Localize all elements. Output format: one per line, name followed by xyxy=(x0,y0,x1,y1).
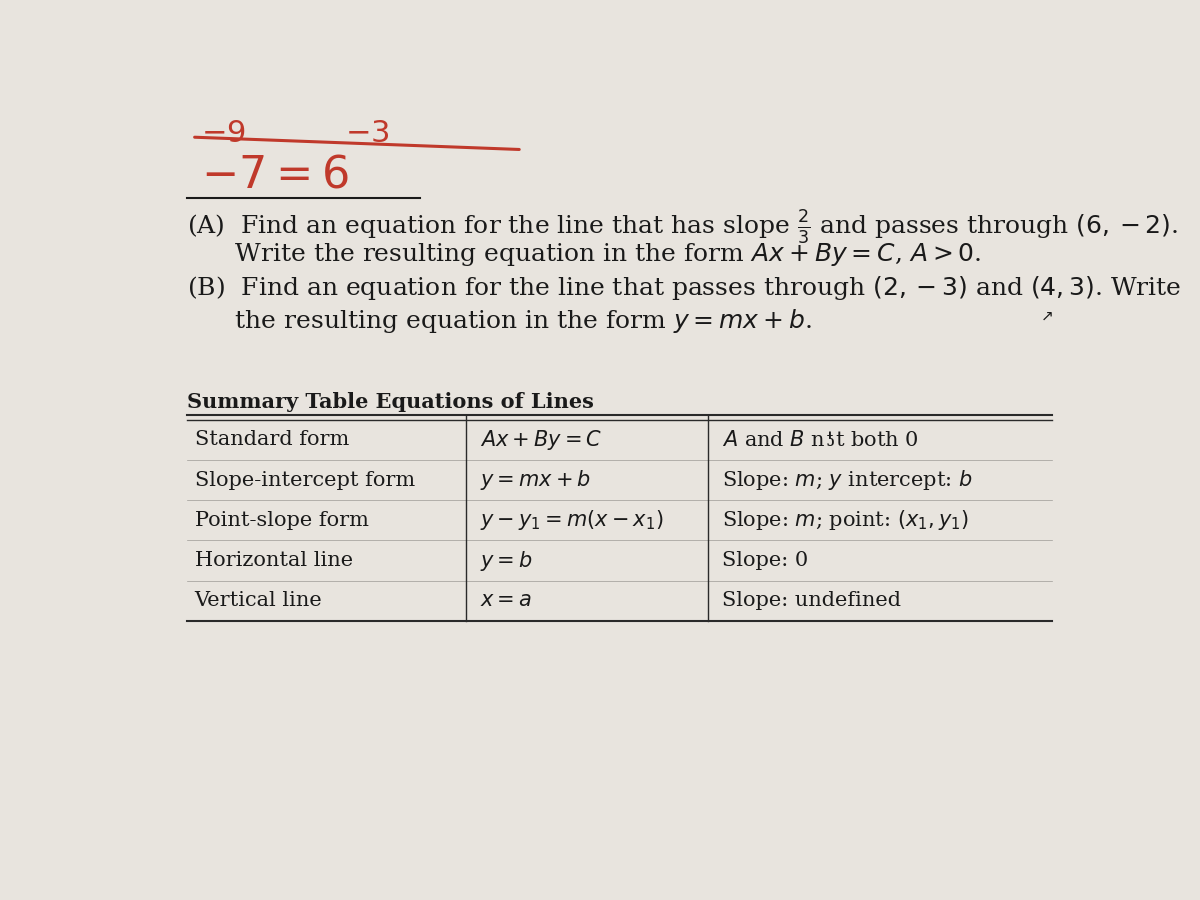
Text: Horizontal line: Horizontal line xyxy=(194,551,353,570)
Text: Vertical line: Vertical line xyxy=(194,591,323,610)
Text: $-9$: $-9$ xyxy=(202,119,246,149)
Text: $y = mx + b$: $y = mx + b$ xyxy=(480,468,592,492)
Text: Slope: $m$; $y$ intercept: $b$: Slope: $m$; $y$ intercept: $b$ xyxy=(722,468,972,492)
Text: $-3$: $-3$ xyxy=(346,119,390,149)
Text: $-7 = 6$: $-7 = 6$ xyxy=(202,153,349,196)
Text: $A$ and $B$ nƾt both 0: $A$ and $B$ nƾt both 0 xyxy=(722,430,919,450)
Text: $Ax + By = C$: $Ax + By = C$ xyxy=(480,428,602,452)
Text: Standard form: Standard form xyxy=(194,430,349,449)
Text: $x = a$: $x = a$ xyxy=(480,591,532,610)
Text: Write the resulting equation in the form $Ax + By = C$, $A > 0$.: Write the resulting equation in the form… xyxy=(187,241,982,268)
Text: the resulting equation in the form $y = mx + b$.: the resulting equation in the form $y = … xyxy=(187,307,812,335)
Text: $y - y_1 = m(x - x_1)$: $y - y_1 = m(x - x_1)$ xyxy=(480,508,664,532)
Text: (A)  Find an equation for the line that has slope $\frac{2}{3}$ and passes throu: (A) Find an equation for the line that h… xyxy=(187,209,1178,247)
Text: Slope-intercept form: Slope-intercept form xyxy=(194,471,415,490)
Text: Summary Table Equations of Lines: Summary Table Equations of Lines xyxy=(187,392,594,412)
Text: $y = b$: $y = b$ xyxy=(480,548,533,572)
Text: Slope: 0: Slope: 0 xyxy=(722,551,809,570)
Text: Slope: undefined: Slope: undefined xyxy=(722,591,901,610)
Text: Slope: $m$; point: $(x_1, y_1)$: Slope: $m$; point: $(x_1, y_1)$ xyxy=(722,508,968,532)
Text: $\nearrow$: $\nearrow$ xyxy=(1038,309,1054,324)
Text: (B)  Find an equation for the line that passes through $(2, -3)$ and $(4, 3)$. W: (B) Find an equation for the line that p… xyxy=(187,274,1182,302)
Text: Point-slope form: Point-slope form xyxy=(194,511,368,530)
